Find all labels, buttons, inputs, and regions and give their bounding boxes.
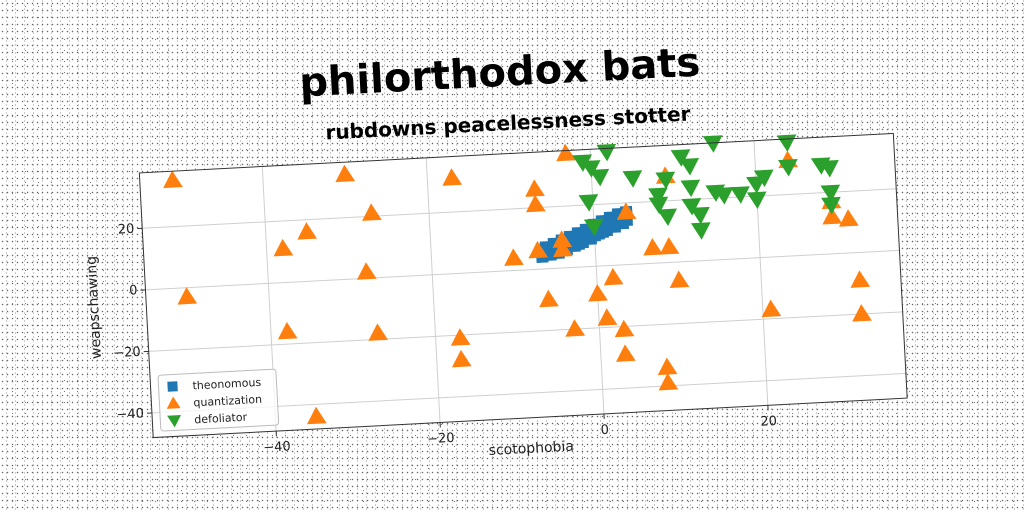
defoliator-point [730,186,750,204]
quantization-point [273,238,294,257]
y-gridline [142,188,897,229]
defoliator-point [655,171,676,190]
quantization-point [335,164,356,183]
quantization-point [450,328,471,346]
quantization-point [356,262,377,280]
quantization-point [552,239,573,258]
legend-box [157,368,280,432]
y-tick-label: −40 [116,406,144,422]
x-tick-label: −40 [263,439,291,455]
grid [142,140,906,432]
x-tick-label: 0 [600,423,609,438]
x-gridline [425,157,441,423]
quantization-point [362,203,382,221]
quantization-point [603,267,624,286]
y-gridline [148,311,903,352]
quantization-point [368,323,389,341]
defoliator-point [622,170,643,188]
defoliator-point [753,169,774,188]
quantization-point [616,344,636,362]
legend-marker-defoliator [167,415,182,428]
quantization-point [163,170,183,189]
defoliator-point [820,184,841,203]
defoliator-point [778,159,798,177]
quantization-point [307,406,327,425]
theonomous-point [604,219,617,232]
defoliator-point [578,194,599,212]
quantization-point [525,194,546,213]
plot-area: −40 −20 0 20 −40 −20 0 20 scotophobia weapschaw… [84,132,908,459]
quantization-point [597,308,618,326]
quantization-point [643,237,663,256]
legend-label-theonomous: theonomous [192,376,261,393]
legend-marker-theonomous [167,381,178,392]
quantization-point [669,270,690,289]
quantization-point [658,372,679,391]
quantization-point [616,202,637,220]
plot-frame [138,132,908,439]
defoliator-point [589,168,610,187]
defoliator-point [648,196,669,215]
defoliator-point [657,208,678,227]
quantization-point [657,357,678,376]
quantization-point [525,179,545,197]
quantization-point [822,207,843,225]
x-gridline [589,149,605,414]
quantization-point [614,319,635,338]
legend-marker-quantization [166,396,181,409]
defoliator-point [821,196,841,215]
defoliator-point [713,187,734,205]
y-tick-label: 20 [117,222,134,238]
quantization-point [852,304,872,322]
defoliator-point [583,218,604,237]
quantization-point [552,230,573,248]
quantization-point [451,349,472,368]
quantization-point [556,143,576,162]
x-tick-label: 20 [760,414,777,430]
plot-background [139,133,908,438]
defoliator-point [690,222,711,240]
x-tick-label: −20 [427,431,455,447]
quantization-point [442,168,463,186]
quantization-point [659,237,680,255]
theonomous-point [572,237,585,251]
quantization-point [504,248,524,266]
chart-title: philorthodox bats [298,40,701,107]
legend-label-defoliator: defoliator [194,411,248,427]
y-tick-label: 0 [129,283,138,298]
quantization-point [839,209,859,227]
quantization-point [177,287,198,305]
defoliator-point [648,187,668,205]
defoliator-point [690,206,710,225]
quantization-point [588,284,608,302]
y-tick-label: −20 [113,345,141,361]
legend-label-quantization: quantization [193,393,262,410]
quantization-point [297,222,318,240]
defoliator-point [746,191,767,210]
axis-ticks: −40 −20 0 20 −40 −20 0 20 [113,222,777,456]
quantization-point [528,240,549,259]
quantization-point [539,289,559,308]
defoliator-point [681,198,702,216]
y-axis-label: weapschawing [84,256,105,360]
x-axis-label: scotophobia [488,439,574,459]
defoliator-point [702,135,723,153]
defoliator-point [819,159,839,178]
quantization-point [761,299,782,318]
y-gridline [145,249,900,291]
quantization-point [277,321,298,340]
defoliator-point [580,160,601,178]
quantization-point [850,270,871,288]
defoliator-point [670,149,691,167]
chart-subtitle: rubdowns peacelessness stotter [325,101,691,144]
defoliator-point [680,179,701,198]
quantization-point [565,319,586,337]
defoliator-point [679,158,700,176]
